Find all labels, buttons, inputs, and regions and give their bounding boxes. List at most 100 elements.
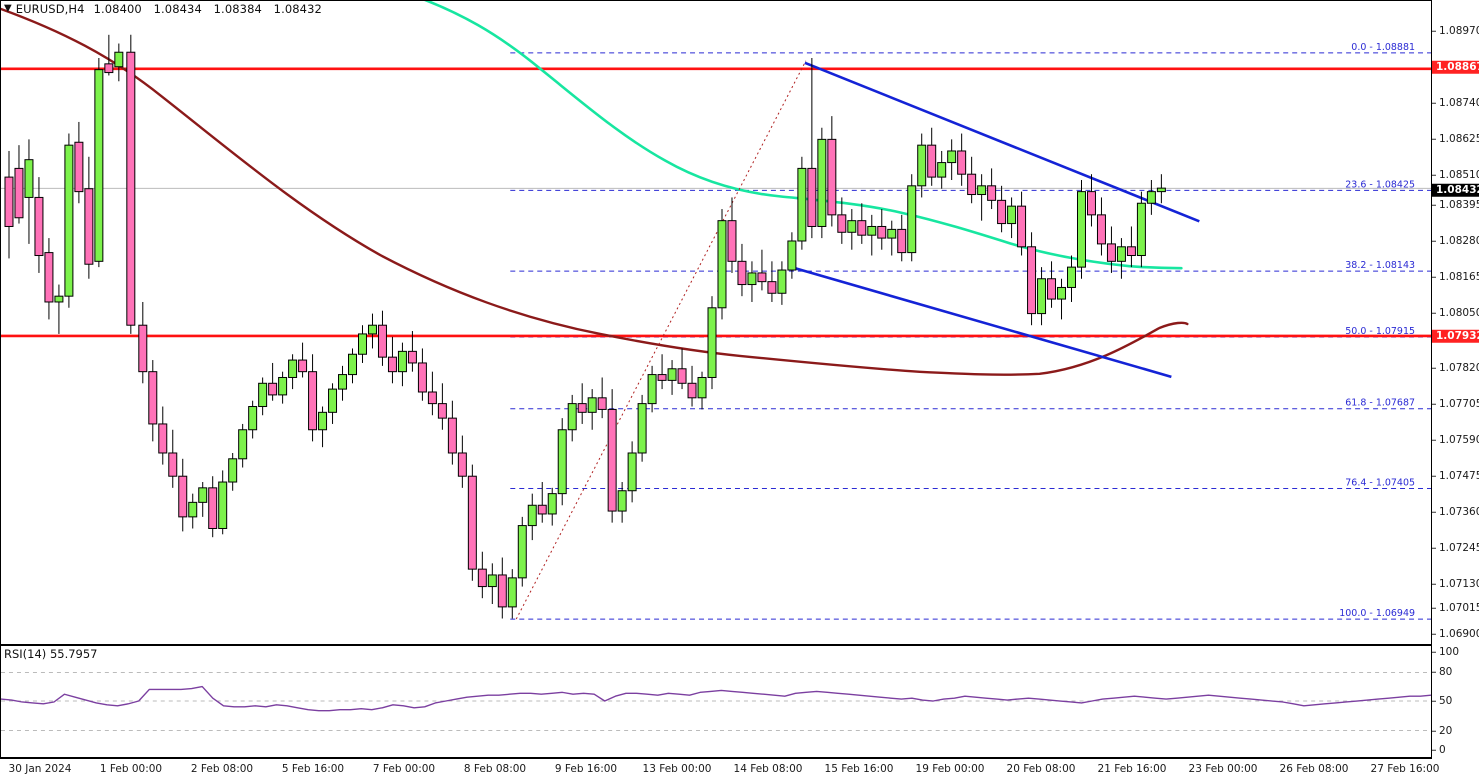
axis-tick-mark — [1432, 103, 1436, 104]
candle-body — [467, 475, 477, 570]
candle-body — [328, 388, 338, 413]
candle-body — [1086, 191, 1096, 216]
time-axis-label: 5 Feb 16:00 — [281, 763, 345, 775]
candle-body — [667, 368, 677, 381]
candle-body — [537, 504, 547, 515]
candle-body — [1076, 191, 1086, 268]
price-axis-tick: 1.07590 — [1432, 435, 1479, 446]
axis-tick-mark — [1432, 652, 1436, 653]
axis-tick-mark — [1432, 440, 1436, 441]
price-axis-tick: 1.08625 — [1432, 134, 1479, 145]
candle-body — [557, 429, 567, 495]
time-axis-label: 20 Feb 08:00 — [1006, 763, 1076, 775]
candle-body — [1007, 205, 1017, 225]
price-axis-label: 1.07705 — [1439, 397, 1479, 410]
candle-body — [547, 493, 557, 515]
price-axis-label: 1.08395 — [1439, 198, 1479, 211]
candle-body — [94, 69, 104, 262]
candle-body — [1136, 202, 1146, 257]
price-axis-tick: 1.07245 — [1432, 543, 1479, 554]
fib-level-label: 100.0 - 1.06949 — [1339, 608, 1415, 619]
candle-body — [1067, 266, 1076, 288]
level-price-tag[interactable]: 1.07932 — [1432, 329, 1479, 343]
candle-body — [787, 240, 797, 271]
candle-body — [657, 374, 667, 381]
candle-body — [1146, 191, 1156, 204]
candle-body — [677, 368, 687, 384]
candle-body — [947, 150, 957, 164]
candlestick-series — [4, 34, 1166, 619]
rsi-axis: 100 80 50 20 0 — [1432, 645, 1479, 758]
time-axis-label: 26 Feb 08:00 — [1279, 763, 1349, 775]
candle-body — [1096, 214, 1106, 245]
candle-body — [707, 307, 717, 378]
price-axis-tick: 1.08050 — [1432, 308, 1479, 319]
candle-body — [747, 272, 757, 286]
time-axis[interactable]: 30 Jan 2024 1 Feb 00:00 2 Feb 08:00 5 Feb 1… — [0, 758, 1439, 781]
candle-body — [937, 162, 947, 178]
price-axis-label: 1.07820 — [1439, 361, 1479, 374]
candle-body — [238, 429, 248, 460]
time-axis-label: 27 Feb 16:00 — [1370, 763, 1440, 775]
time-axis-label: 7 Feb 00:00 — [372, 763, 436, 775]
candle-body — [14, 167, 24, 219]
candle-body — [697, 376, 707, 399]
price-axis-label: 1.07130 — [1439, 577, 1479, 590]
rsi-axis-tick: 0 — [1432, 745, 1446, 756]
rsi-axis-tick: 80 — [1432, 667, 1452, 678]
candle-body — [178, 475, 188, 518]
candle-body — [387, 356, 397, 373]
candle-body — [887, 228, 897, 239]
channel-upper-trendline[interactable] — [804, 61, 1200, 223]
candle-body — [967, 173, 977, 196]
ohlc-values: 1.08400 1.08434 1.08384 1.08432 — [94, 2, 330, 16]
price-axis-label: 1.07360 — [1439, 505, 1479, 518]
candle-body — [288, 359, 298, 378]
price-axis-label: 1.06900 — [1439, 627, 1479, 640]
axis-tick-mark — [1432, 672, 1436, 673]
level-price-tag[interactable]: 1.08867 — [1432, 60, 1479, 74]
channel-lower-trendline[interactable] — [787, 264, 1172, 379]
candle-body — [417, 362, 427, 393]
candle-body — [797, 167, 807, 242]
candle-body — [64, 144, 74, 297]
candle-body — [338, 374, 348, 390]
axis-tick-mark — [1432, 139, 1436, 140]
candle-body — [627, 452, 637, 492]
time-axis-label: 23 Feb 00:00 — [1188, 763, 1258, 775]
price-chart-pane[interactable]: 0.0 - 1.08881 23.6 - 1.08425 38.2 - 1.0814… — [0, 0, 1432, 645]
candle-body — [198, 487, 208, 503]
current-price-tag[interactable]: 1.08432 — [1432, 183, 1479, 197]
price-axis-label: 1.07015 — [1439, 601, 1479, 614]
axis-tick-mark — [1432, 701, 1436, 702]
axis-tick-mark — [1432, 608, 1436, 609]
candle-body — [837, 214, 847, 233]
price-axis[interactable]: 1.08970 1.08867 1.08740 1.08625 1.08510 1.084… — [1432, 0, 1479, 645]
candle-body — [126, 51, 136, 326]
price-axis-tick: 1.08395 — [1432, 200, 1479, 211]
candle-body — [617, 490, 627, 512]
candle-body — [1027, 246, 1037, 315]
symbol-label: EURUSD,H4 — [15, 2, 85, 16]
candle-body — [407, 350, 417, 364]
price-axis-label: 1.08625 — [1439, 132, 1479, 145]
rsi-axis-tick: 100 — [1432, 647, 1459, 658]
candle-body — [367, 324, 377, 335]
fib-level-label: 61.8 - 1.07687 — [1345, 398, 1415, 409]
candle-body — [358, 333, 367, 355]
close-value: 1.08432 — [273, 2, 322, 16]
candle-body — [527, 504, 537, 527]
axis-tick-mark — [1432, 175, 1436, 176]
candle-body — [457, 452, 467, 477]
candle-body — [318, 411, 328, 431]
candle-body — [737, 260, 747, 286]
candle-body — [158, 423, 168, 454]
rsi-indicator-pane[interactable] — [0, 645, 1432, 758]
price-axis-tick: 1.08740 — [1432, 98, 1479, 109]
axis-tick-mark — [1432, 313, 1436, 314]
candle-body — [717, 220, 727, 309]
price-axis-tick: 1.08165 — [1432, 272, 1479, 283]
time-axis-label: 2 Feb 08:00 — [190, 763, 254, 775]
rsi-axis-label: 0 — [1439, 743, 1446, 756]
